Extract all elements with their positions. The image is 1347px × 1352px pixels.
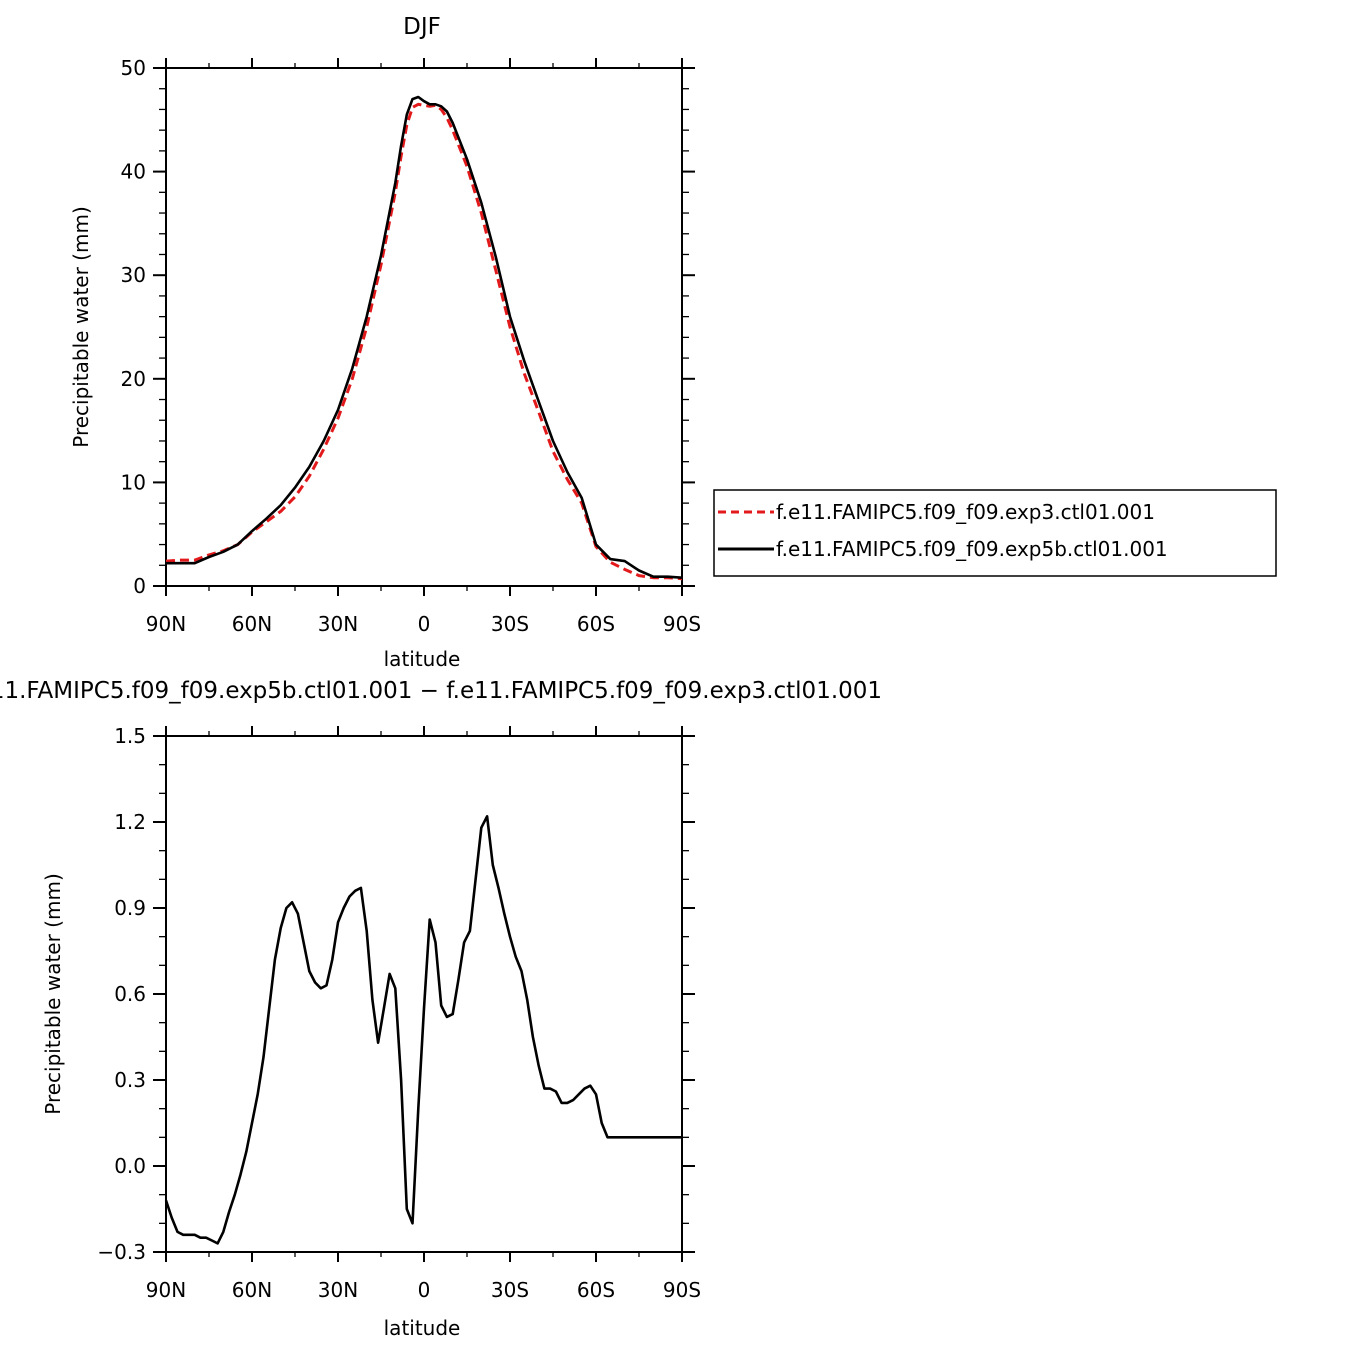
top-xtick-label: 30N: [318, 612, 358, 636]
top-tick-labels: 90N 60N 30N 0 30S 60S 90S 0 10 20 30 40 50: [121, 56, 702, 636]
top-ytick-label: 40: [121, 160, 146, 184]
top-series-line-1: [166, 95, 683, 579]
top-ticks: [153, 58, 695, 596]
bottom-tick-labels: 90N 60N 30N 0 30S 60S 90S −0.3 0.0 0.3 0.6 0.9 1.2 1.…: [97, 724, 701, 1302]
top-ytick-label: 30: [121, 263, 146, 287]
bottom-xtick-label: 0: [418, 1278, 431, 1302]
bottom-ytick-label: 1.2: [114, 810, 146, 834]
panel-bottom: f.e11.FAMIPC5.f09_f09.exp5b.ctl01.001 − …: [0, 678, 882, 1340]
bottom-ytick-label: 0.0: [114, 1154, 146, 1178]
top-xtick-label: 90N: [146, 612, 186, 636]
bottom-series-line-0: [164, 814, 682, 1245]
top-ytick-label: 50: [121, 56, 146, 80]
bottom-xtick-label: 30N: [318, 1278, 358, 1302]
bottom-ytick-label: 1.5: [114, 724, 146, 748]
bottom-ylabel: Precipitable water (mm): [41, 873, 65, 1115]
top-xtick-label: 0: [418, 612, 431, 636]
bottom-title: f.e11.FAMIPC5.f09_f09.exp5b.ctl01.001 − …: [0, 678, 882, 704]
top-ytick-label: 20: [121, 367, 146, 391]
top-xtick-label: 90S: [663, 612, 701, 636]
top-lines: [165, 95, 683, 581]
top-series-line-0: [165, 102, 683, 581]
legend: f.e11.FAMIPC5.f09_f09.exp3.ctl01.001 f.e…: [713, 489, 1277, 577]
legend-label-exp3: f.e11.FAMIPC5.f09_f09.exp3.ctl01.001: [776, 500, 1155, 524]
bottom-ytick-label: 0.6: [114, 982, 146, 1006]
top-xtick-label: 60N: [232, 612, 272, 636]
bottom-xtick-label: 90S: [663, 1278, 701, 1302]
top-ylabel: Precipitable water (mm): [69, 206, 93, 448]
bottom-ytick-label: −0.3: [97, 1240, 146, 1264]
top-ytick-label: 0: [133, 574, 146, 598]
top-title: DJF: [403, 14, 441, 40]
panel-top: DJF 90N 60N 30N 0 30S 60S 90S 0 10 20 30 40 50 latit…: [69, 14, 1277, 671]
top-ytick-label: 10: [121, 470, 146, 494]
bottom-xtick-label: 30S: [491, 1278, 529, 1302]
bottom-lines: [164, 814, 682, 1245]
bottom-xlabel: latitude: [384, 1316, 461, 1340]
top-xtick-label: 60S: [577, 612, 615, 636]
legend-box: [713, 489, 1277, 577]
bottom-xtick-label: 90N: [146, 1278, 186, 1302]
top-xtick-label: 30S: [491, 612, 529, 636]
bottom-ytick-label: 0.9: [114, 896, 146, 920]
bottom-xtick-label: 60N: [232, 1278, 272, 1302]
legend-label-exp5b: f.e11.FAMIPC5.f09_f09.exp5b.ctl01.001: [776, 537, 1168, 561]
bottom-ytick-label: 0.3: [114, 1068, 146, 1092]
bottom-ticks: [153, 726, 695, 1262]
top-plot-frame: [165, 67, 683, 587]
bottom-xtick-label: 60S: [577, 1278, 615, 1302]
top-xlabel: latitude: [384, 647, 461, 671]
